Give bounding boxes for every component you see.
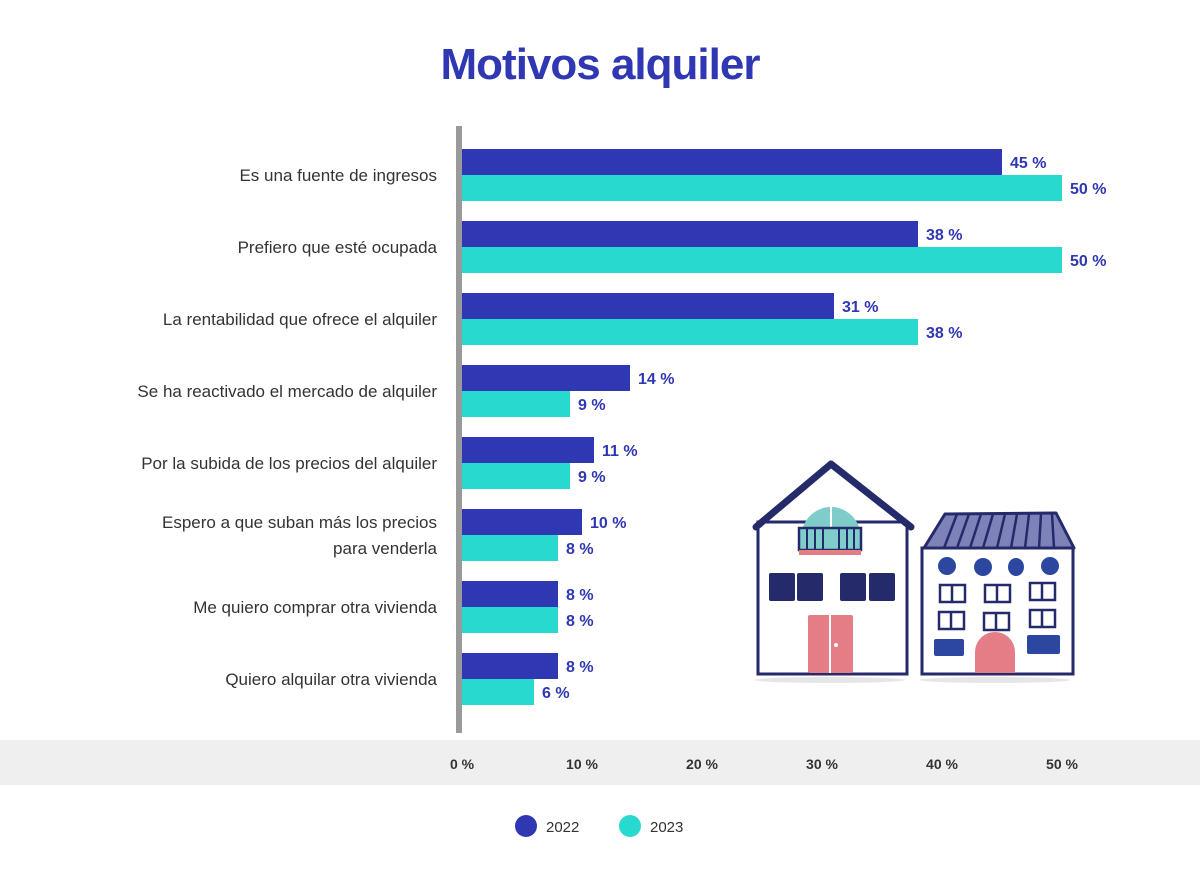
bar-2023: [462, 319, 918, 345]
category-label: La rentabilidad que ofrece el alquiler: [163, 310, 437, 329]
category-label: Prefiero que esté ocupada: [238, 238, 438, 257]
data-label: 9 %: [578, 397, 606, 414]
bar-2022: [462, 149, 1002, 175]
category-label: Quiero alquilar otra vivienda: [225, 670, 437, 689]
legend-marker-2023: [619, 815, 641, 837]
category-label: Se ha reactivado el mercado de alquiler: [137, 382, 437, 401]
chart-title: Motivos alquiler: [440, 40, 761, 89]
x-tick-label: 40 %: [926, 756, 958, 772]
bar-2022: [462, 653, 558, 679]
data-label: 11 %: [602, 443, 638, 460]
legend-label: 2022: [546, 819, 579, 836]
category-label: Es una fuente de ingresos: [239, 166, 437, 185]
data-label: 50 %: [1070, 253, 1106, 270]
data-label: 10 %: [590, 515, 626, 532]
bar-2023: [462, 607, 558, 633]
data-label: 31 %: [842, 299, 878, 316]
bar-2022: [462, 581, 558, 607]
legend-label: 2023: [650, 819, 683, 836]
x-tick-label: 20 %: [686, 756, 718, 772]
bar-2022: [462, 221, 918, 247]
category-label: Me quiero comprar otra vivienda: [193, 598, 437, 617]
y-axis-line: [456, 126, 462, 733]
data-label: 8 %: [566, 659, 594, 676]
bar-2022: [462, 293, 834, 319]
bar-2022: [462, 437, 594, 463]
data-label: 45 %: [1010, 155, 1046, 172]
bar-2022: [462, 365, 630, 391]
data-label: 38 %: [926, 227, 962, 244]
x-tick-label: 30 %: [806, 756, 838, 772]
data-label: 50 %: [1070, 181, 1106, 198]
legend: 2022 2023: [515, 815, 683, 837]
data-label: 38 %: [926, 325, 962, 342]
data-label: 9 %: [578, 469, 606, 486]
bar-2023: [462, 247, 1062, 273]
x-tick-label: 0 %: [450, 756, 475, 772]
bar-2023: [462, 391, 570, 417]
bar-2023: [462, 535, 558, 561]
category-label: Espero a que suban más los precios para v…: [162, 513, 438, 558]
bar-2022: [462, 509, 582, 535]
bar-2023: [462, 463, 570, 489]
axis-band: [0, 740, 1200, 785]
data-label: 14 %: [638, 371, 674, 388]
x-tick-label: 50 %: [1046, 756, 1078, 772]
bar-2023: [462, 175, 1062, 201]
data-label: 8 %: [566, 541, 594, 558]
category-label: Por la subida de los precios del alquile…: [141, 454, 437, 473]
houses-illustration: [752, 460, 1076, 683]
data-label: 8 %: [566, 587, 594, 604]
data-label: 6 %: [542, 685, 570, 702]
data-label: 8 %: [566, 613, 594, 630]
x-tick-label: 10 %: [566, 756, 598, 772]
legend-marker-2022: [515, 815, 537, 837]
bar-2023: [462, 679, 534, 705]
